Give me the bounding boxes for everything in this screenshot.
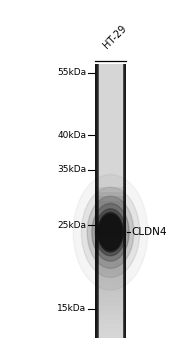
Bar xyxy=(96,251,126,270)
Bar xyxy=(96,284,126,302)
Bar xyxy=(96,64,98,338)
Ellipse shape xyxy=(95,209,126,256)
Bar xyxy=(96,306,126,324)
Bar xyxy=(96,64,99,338)
Bar xyxy=(96,64,99,338)
Bar xyxy=(124,64,126,338)
Bar xyxy=(96,64,97,338)
Bar xyxy=(96,256,126,274)
Bar xyxy=(96,274,126,293)
Bar xyxy=(96,64,97,338)
Bar xyxy=(96,315,126,334)
Bar xyxy=(125,64,126,338)
Ellipse shape xyxy=(81,187,140,278)
Bar xyxy=(96,288,126,306)
Text: CLDN4: CLDN4 xyxy=(131,227,167,237)
Bar xyxy=(96,224,126,242)
Bar xyxy=(96,187,126,205)
Bar xyxy=(125,64,126,338)
Bar xyxy=(96,64,97,338)
Bar xyxy=(96,64,98,338)
Bar xyxy=(123,64,126,338)
Bar xyxy=(96,247,126,265)
Bar xyxy=(123,64,126,338)
Bar xyxy=(96,215,126,233)
Bar xyxy=(125,64,126,338)
Bar xyxy=(96,238,126,256)
Bar xyxy=(123,64,126,338)
Ellipse shape xyxy=(87,196,134,268)
Ellipse shape xyxy=(92,203,129,261)
Text: 35kDa: 35kDa xyxy=(57,165,86,174)
Bar xyxy=(124,64,126,338)
Bar xyxy=(96,265,126,284)
Bar xyxy=(96,64,126,338)
Bar xyxy=(96,229,126,247)
Bar xyxy=(96,270,126,288)
Bar xyxy=(96,311,126,329)
Bar xyxy=(96,192,126,210)
Bar xyxy=(96,242,126,260)
Bar xyxy=(96,64,97,338)
Bar xyxy=(96,201,126,219)
Bar xyxy=(124,64,126,338)
Bar xyxy=(96,196,126,215)
Bar xyxy=(123,64,126,338)
Bar xyxy=(96,293,126,311)
Bar xyxy=(96,260,126,279)
Text: 40kDa: 40kDa xyxy=(57,131,86,140)
Bar xyxy=(124,64,126,338)
Text: HT-29: HT-29 xyxy=(101,23,128,50)
Bar xyxy=(96,64,97,338)
Bar xyxy=(124,64,126,338)
Bar xyxy=(96,210,126,229)
Bar xyxy=(96,302,126,320)
Ellipse shape xyxy=(99,214,122,250)
Text: 15kDa: 15kDa xyxy=(57,304,86,313)
Ellipse shape xyxy=(98,212,123,252)
Bar xyxy=(96,64,99,338)
Bar xyxy=(96,205,126,224)
Bar xyxy=(96,64,97,338)
Bar xyxy=(96,64,98,338)
Bar xyxy=(123,64,126,338)
Bar xyxy=(96,64,99,338)
Bar xyxy=(96,233,126,251)
Bar xyxy=(96,64,98,338)
Text: 25kDa: 25kDa xyxy=(57,221,86,230)
Bar xyxy=(125,64,126,338)
Text: 55kDa: 55kDa xyxy=(57,68,86,77)
Bar xyxy=(96,219,126,238)
Bar xyxy=(96,320,126,338)
Bar xyxy=(125,64,126,338)
Bar xyxy=(124,64,126,338)
Bar xyxy=(96,297,126,315)
Bar xyxy=(96,64,99,338)
Bar xyxy=(96,279,126,297)
